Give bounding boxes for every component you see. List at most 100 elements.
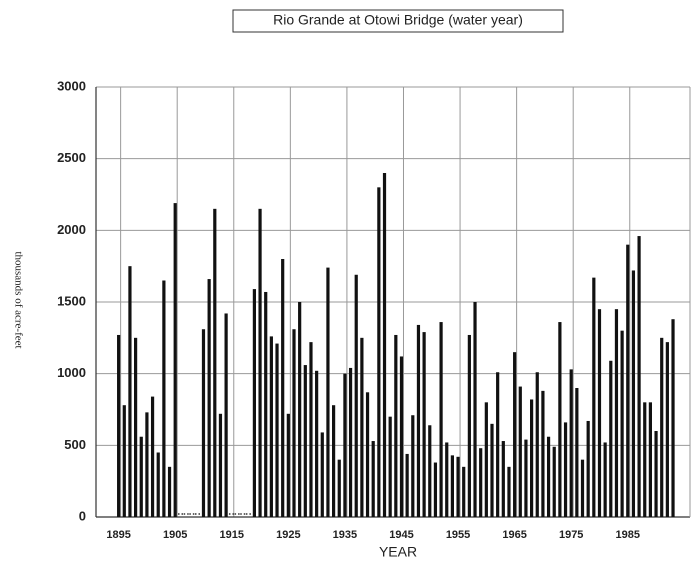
bar (563, 422, 568, 517)
bar (218, 413, 223, 517)
bar (156, 452, 160, 517)
x-tick-label: 1965 (502, 529, 526, 541)
bar (552, 446, 556, 517)
bar (513, 352, 517, 517)
bar (422, 332, 426, 517)
chart-title: Rio Grande at Otowi Bridge (water year) (273, 12, 523, 28)
bar (411, 415, 415, 517)
bar (496, 372, 500, 517)
bar (213, 208, 217, 518)
bar (597, 309, 602, 517)
bar (252, 289, 256, 517)
bar (546, 436, 551, 517)
bar (603, 442, 607, 517)
bar (201, 329, 206, 517)
bar (399, 356, 404, 517)
bar (343, 373, 347, 517)
x-tick-label: 1915 (220, 529, 244, 541)
bar (445, 442, 449, 517)
bar (264, 291, 268, 517)
x-tick-label: 1975 (559, 529, 583, 541)
bar (439, 322, 443, 517)
bar (473, 302, 477, 517)
bar (162, 280, 166, 517)
bar (575, 388, 579, 517)
y-tick-label: 2000 (57, 222, 86, 237)
bar (326, 267, 330, 517)
bar (258, 208, 262, 518)
bar (450, 455, 454, 517)
bar (580, 459, 585, 517)
bar (348, 367, 353, 517)
bar (586, 420, 590, 517)
bar (360, 337, 364, 517)
bar (388, 416, 392, 517)
y-axis-label: thousands of acre-feet (12, 251, 24, 348)
bar (224, 313, 228, 517)
bar (518, 386, 522, 517)
x-tick-label: 1945 (389, 529, 413, 541)
bar (490, 423, 494, 517)
bar (275, 343, 279, 517)
bar (456, 456, 460, 517)
bar (173, 203, 177, 517)
bar (298, 302, 302, 517)
bar (416, 324, 421, 517)
bar (530, 399, 534, 517)
bar (637, 236, 641, 518)
bar (631, 270, 636, 517)
bar (535, 372, 539, 517)
bar (671, 319, 675, 517)
x-tick-label: 1935 (333, 529, 357, 541)
bar (167, 466, 172, 517)
bar (524, 439, 528, 517)
bar (145, 412, 149, 517)
bar (371, 441, 375, 517)
bar (309, 342, 313, 517)
bar (377, 187, 381, 518)
x-tick-label: 1895 (106, 529, 130, 541)
bar (134, 337, 138, 517)
bar (337, 459, 341, 517)
bar (648, 402, 652, 517)
x-tick-label: 1955 (446, 529, 470, 541)
bar (128, 266, 132, 517)
title-box (232, 9, 564, 33)
bar (365, 392, 370, 517)
bar (626, 244, 630, 517)
bar (479, 448, 483, 517)
bar (501, 441, 505, 517)
bar (665, 342, 669, 517)
bar (428, 425, 432, 517)
bar (614, 309, 619, 517)
bar (150, 396, 155, 517)
bar (139, 436, 143, 517)
bar (654, 431, 658, 517)
bar (117, 334, 121, 517)
bar (122, 405, 126, 517)
bar (281, 259, 285, 517)
bar (292, 329, 296, 517)
bar (592, 277, 596, 517)
bar (269, 336, 273, 517)
bar (354, 274, 358, 517)
bar (643, 402, 647, 517)
x-tick-label: 1925 (276, 529, 300, 541)
y-tick-label: 500 (64, 437, 86, 452)
bar (462, 466, 466, 517)
bar (541, 390, 545, 517)
bar (433, 462, 438, 517)
bar (207, 279, 211, 517)
bar (382, 173, 387, 517)
x-tick-label: 1985 (616, 529, 640, 541)
x-tick-label: 1905 (163, 529, 187, 541)
bar (660, 337, 664, 517)
bar (394, 334, 398, 517)
bar (332, 405, 336, 517)
bar (405, 453, 409, 517)
bar (315, 370, 319, 517)
bar (558, 322, 562, 517)
y-tick-label: 2500 (57, 150, 86, 165)
y-tick-label: 3000 (57, 78, 86, 93)
